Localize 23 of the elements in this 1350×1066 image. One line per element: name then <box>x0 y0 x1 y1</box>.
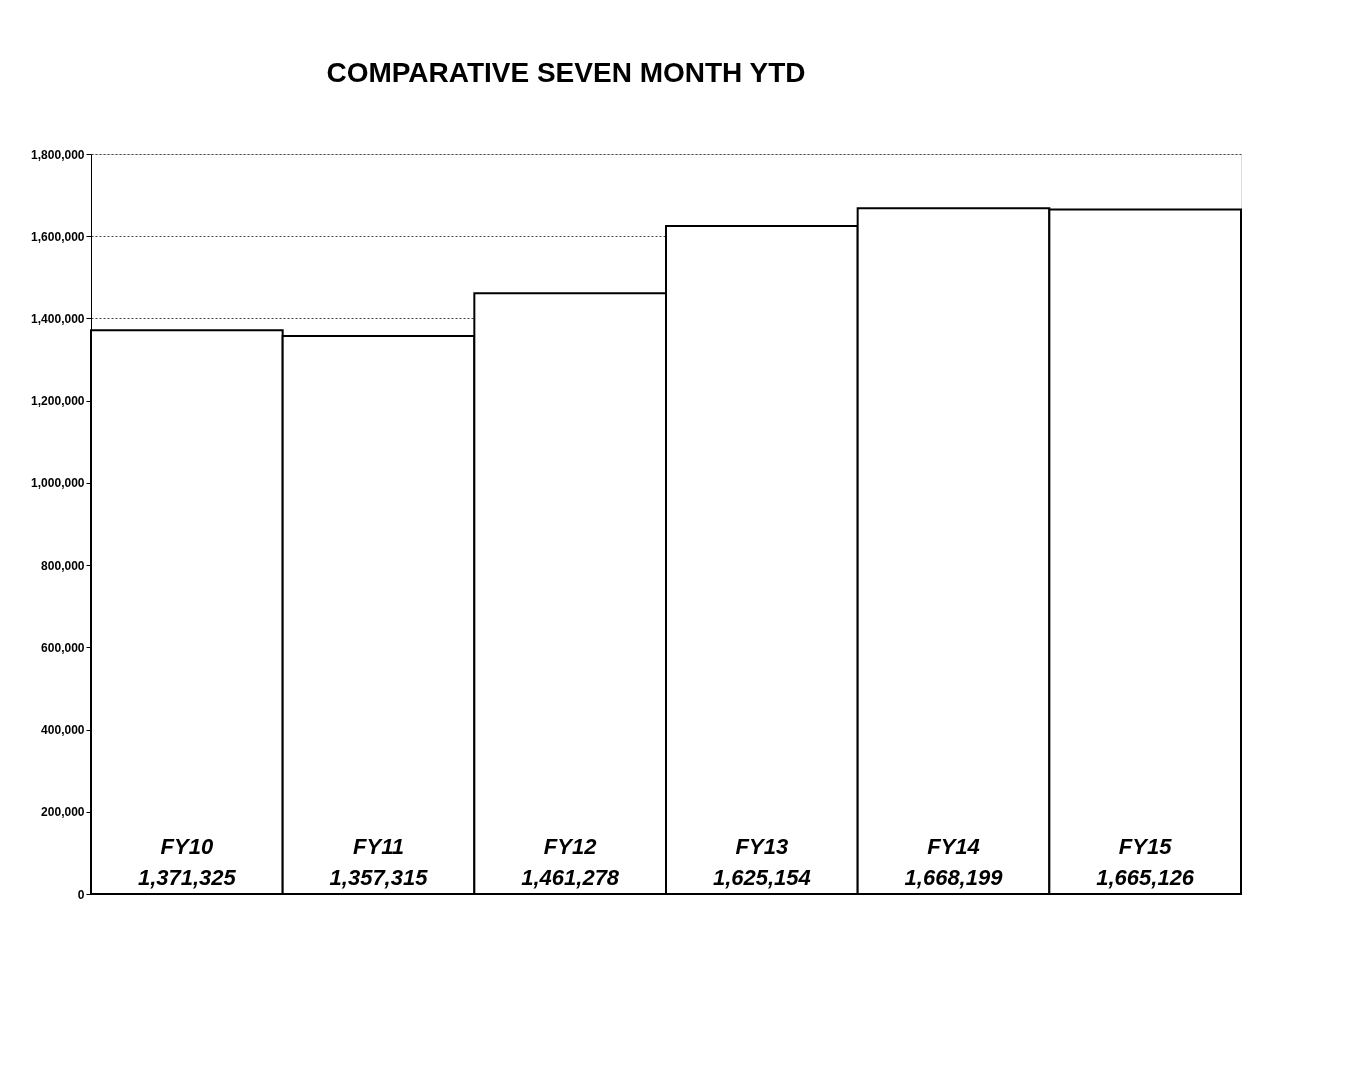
data-label: 1,461,278 <box>521 865 620 890</box>
x-tick-label: FY15 <box>1118 834 1173 859</box>
x-tick-label: FY12 <box>543 834 598 859</box>
data-label: 1,668,199 <box>904 865 1004 890</box>
data-label: 1,625,154 <box>712 865 811 890</box>
y-tick-label: 600,000 <box>41 640 85 655</box>
y-tick-label: 1,600,000 <box>31 229 85 244</box>
data-label: 1,357,315 <box>329 865 429 890</box>
y-tick-label: 1,200,000 <box>31 394 85 409</box>
y-tick-label: 0 <box>77 887 85 902</box>
y-tick-label: 200,000 <box>41 805 85 820</box>
y-tick-label: 400,000 <box>41 723 85 738</box>
y-tick-label: 1,000,000 <box>31 476 85 491</box>
chart-title: COMPARATIVE SEVEN MONTH YTD <box>326 57 806 88</box>
data-label: 1,371,325 <box>137 865 237 890</box>
y-tick-label: 1,400,000 <box>31 311 85 326</box>
y-tick-label: 1,800,000 <box>31 147 85 162</box>
x-tick-label: FY14 <box>927 834 980 859</box>
x-tick-label: FY10 <box>160 834 214 859</box>
data-label: 1,665,126 <box>1096 865 1195 890</box>
x-tick-label: FY11 <box>353 834 404 859</box>
x-tick-label: FY13 <box>735 834 789 859</box>
y-tick-label: 800,000 <box>41 558 85 573</box>
